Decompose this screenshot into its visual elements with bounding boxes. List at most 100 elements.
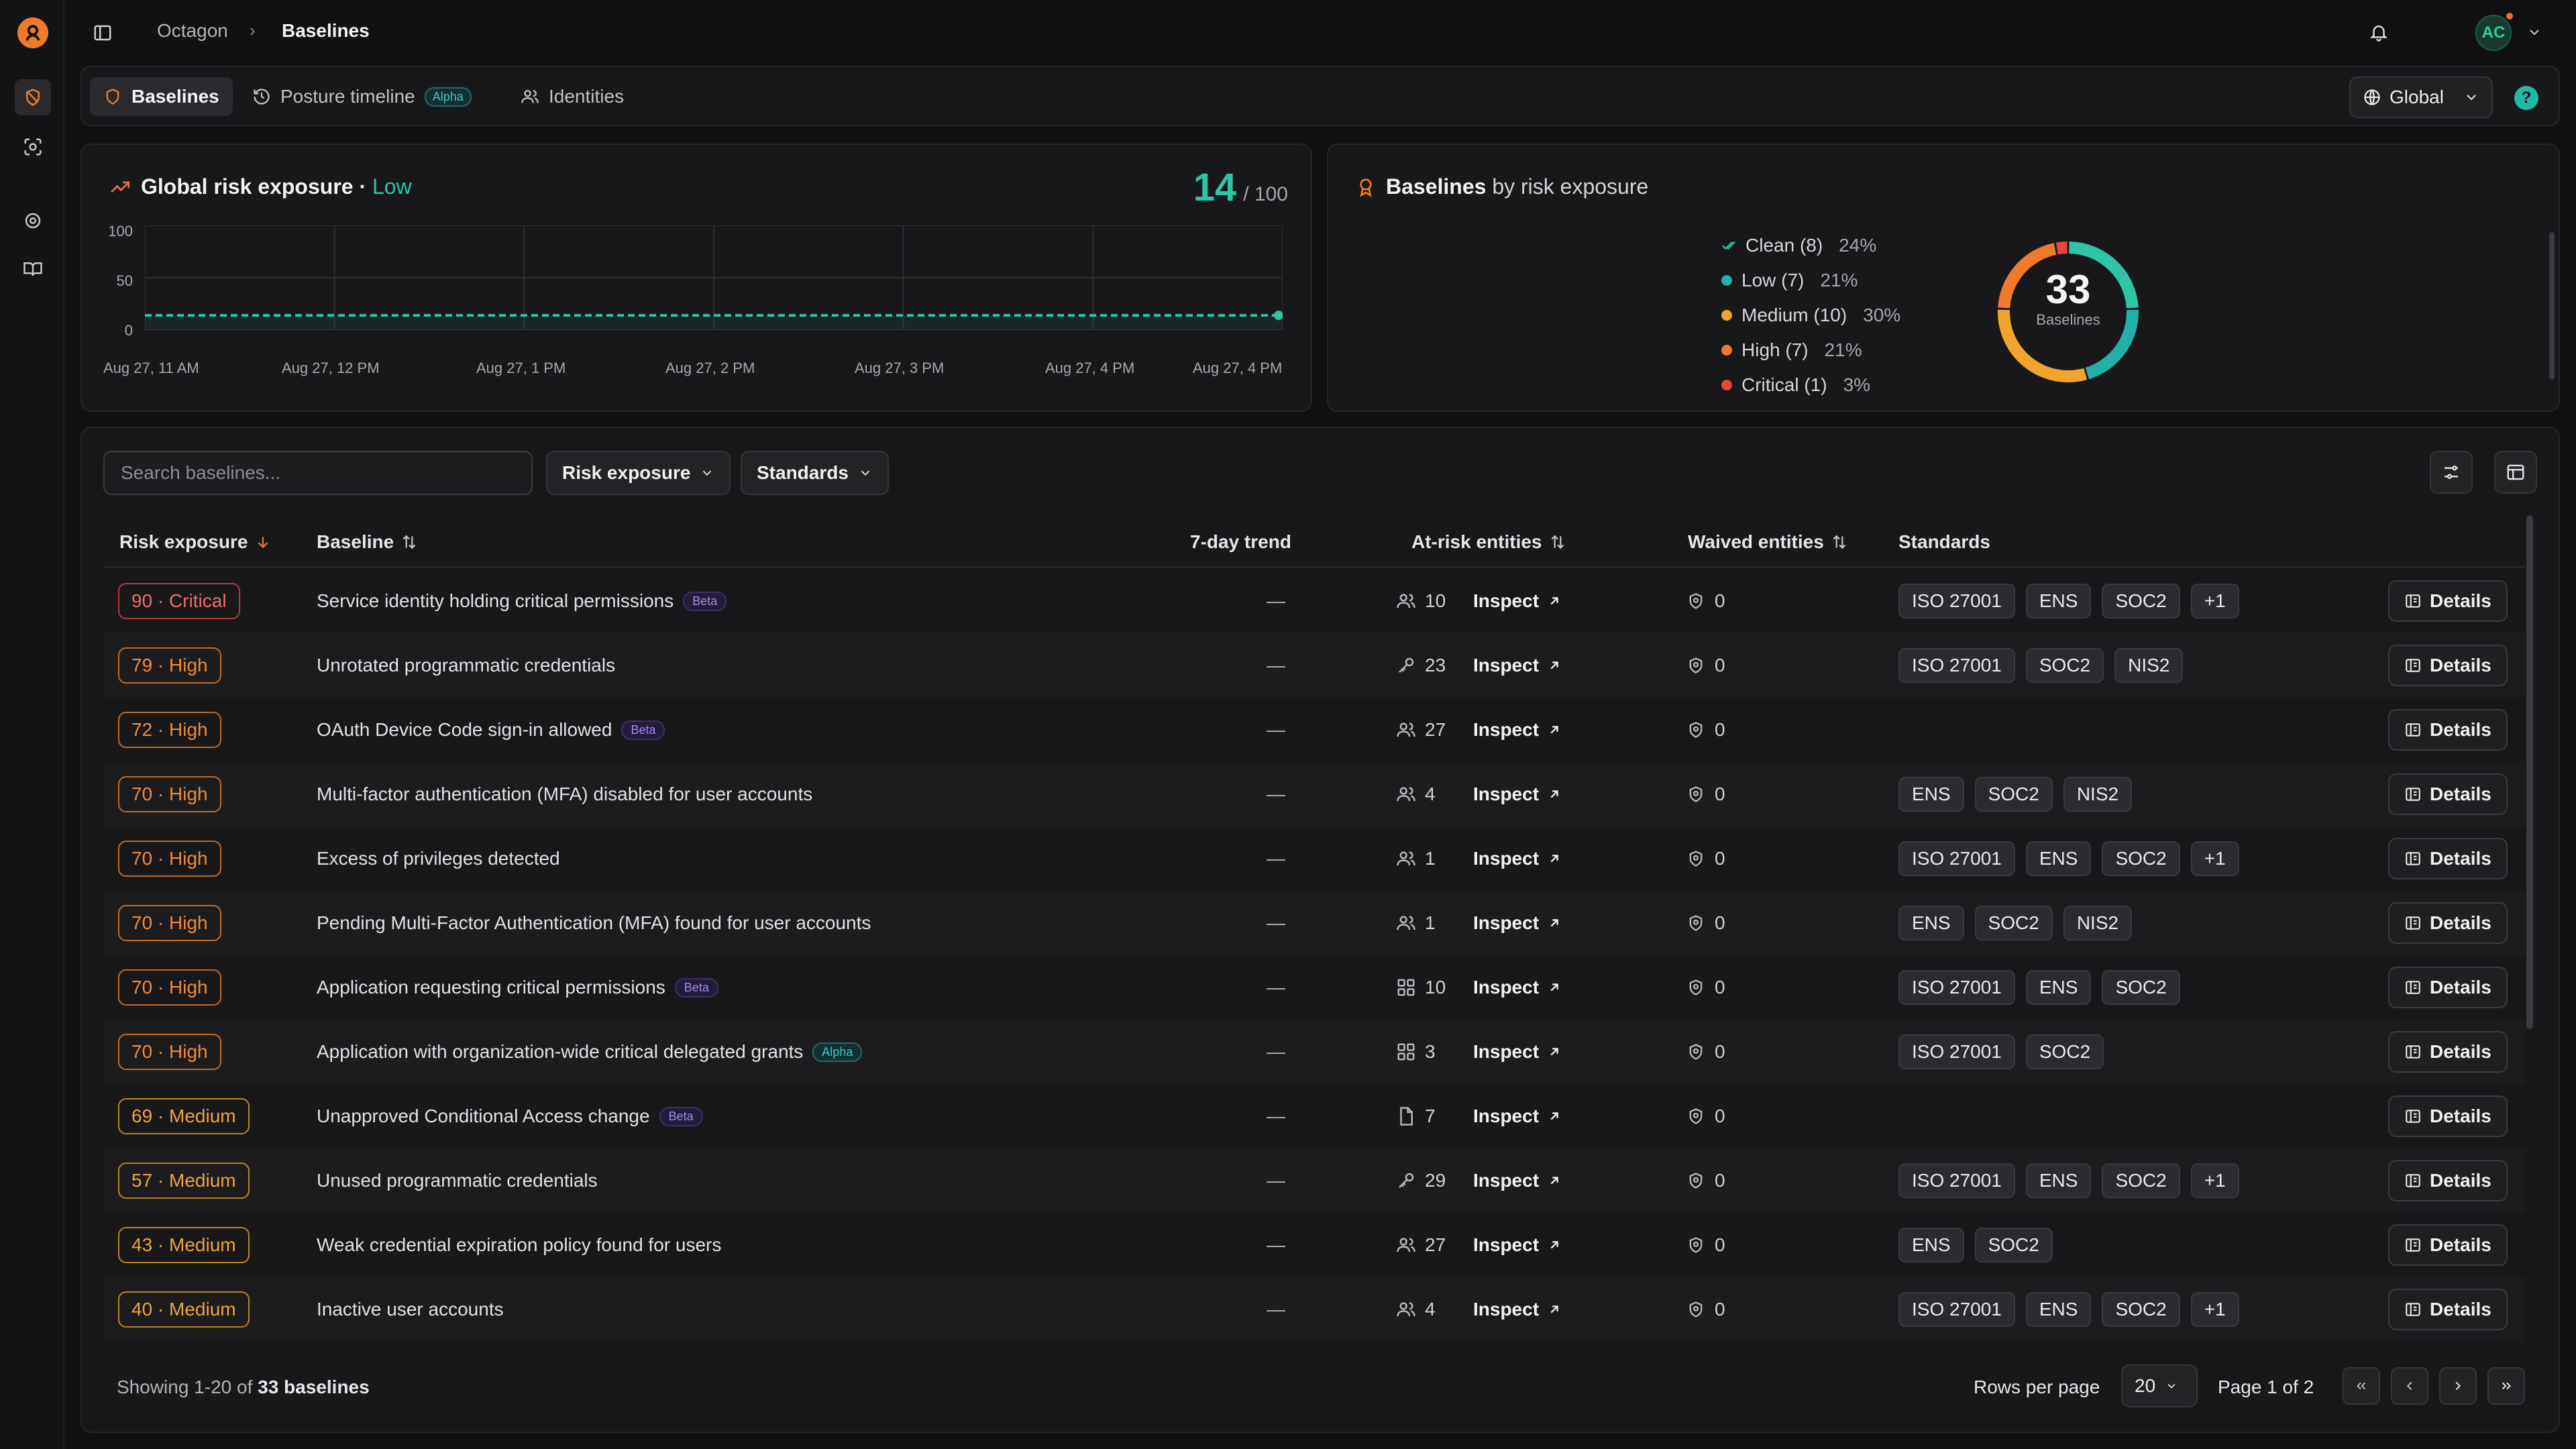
standards-filter[interactable]: Standards bbox=[741, 451, 889, 495]
table-row[interactable]: 40 · Medium Inactive user accounts — 4 Inspe… bbox=[103, 1277, 2525, 1342]
details-button[interactable]: Details bbox=[2388, 1289, 2508, 1330]
details-button[interactable]: Details bbox=[2388, 580, 2508, 622]
inspect-link[interactable]: Inspect bbox=[1473, 977, 1562, 998]
legend-item-low[interactable]: Low (7) 21% bbox=[1721, 263, 1900, 298]
standard-tag[interactable]: ENS bbox=[1898, 1228, 1964, 1263]
baseline-name[interactable]: Inactive user accounts bbox=[317, 1299, 504, 1320]
notifications-button[interactable] bbox=[2367, 20, 2391, 44]
sidebar-toggle-button[interactable] bbox=[91, 21, 114, 44]
app-logo[interactable] bbox=[17, 17, 48, 48]
standard-tag[interactable]: NIS2 bbox=[2063, 777, 2133, 812]
standard-tag[interactable]: NIS2 bbox=[2063, 906, 2133, 941]
standard-tag[interactable]: ENS bbox=[2025, 1292, 2092, 1327]
baseline-name[interactable]: Weak credential expiration policy found … bbox=[317, 1234, 722, 1255]
details-button[interactable]: Details bbox=[2388, 838, 2508, 879]
baseline-name[interactable]: Unused programmatic credentials bbox=[317, 1170, 598, 1191]
chevron-down-icon[interactable] bbox=[2526, 24, 2542, 40]
standard-tag[interactable]: ENS bbox=[1898, 906, 1964, 941]
donut-slice[interactable] bbox=[2069, 241, 2139, 309]
column-settings-button[interactable] bbox=[2430, 451, 2473, 494]
legend-item-critical[interactable]: Critical (1) 3% bbox=[1721, 368, 1900, 402]
details-button[interactable]: Details bbox=[2388, 967, 2508, 1008]
inspect-link[interactable]: Inspect bbox=[1473, 655, 1562, 676]
standard-tag[interactable]: SOC2 bbox=[2025, 648, 2104, 683]
baseline-name[interactable]: Unapproved Conditional Access change bbox=[317, 1106, 650, 1126]
details-button[interactable]: Details bbox=[2388, 773, 2508, 815]
baseline-name[interactable]: Multi-factor authentication (MFA) disabl… bbox=[317, 784, 813, 804]
donut-slice[interactable] bbox=[1998, 243, 2057, 309]
inspect-link[interactable]: Inspect bbox=[1473, 1234, 1562, 1256]
table-row[interactable]: 70 · High Pending Multi-Factor Authentica… bbox=[103, 891, 2525, 955]
standard-tag[interactable]: ENS bbox=[2025, 1163, 2092, 1198]
standard-tag[interactable]: SOC2 bbox=[1974, 777, 2053, 812]
standard-tag[interactable]: SOC2 bbox=[2102, 841, 2180, 876]
inspect-link[interactable]: Inspect bbox=[1473, 912, 1562, 934]
series-endpoint[interactable] bbox=[1274, 311, 1283, 321]
standard-tag[interactable]: ISO 27001 bbox=[1898, 1292, 2015, 1327]
table-row[interactable]: 72 · High OAuth Device Code sign-in allow… bbox=[103, 698, 2525, 762]
standard-tag[interactable]: SOC2 bbox=[2102, 1292, 2180, 1327]
breadcrumb-root[interactable]: Octagon bbox=[157, 20, 228, 41]
header-risk-exposure[interactable]: Risk exposure bbox=[119, 531, 272, 553]
table-row[interactable]: 69 · Medium Unapproved Conditional Access… bbox=[103, 1084, 2525, 1148]
standard-tag[interactable]: ENS bbox=[2025, 970, 2092, 1005]
inspect-link[interactable]: Inspect bbox=[1473, 1299, 1562, 1320]
header-at-risk[interactable]: At-risk entities bbox=[1411, 531, 1566, 553]
baseline-name[interactable]: Application requesting critical permissi… bbox=[317, 977, 665, 998]
donut-slice[interactable] bbox=[1998, 309, 2088, 382]
standard-tag[interactable]: ISO 27001 bbox=[1898, 970, 2015, 1005]
inspect-link[interactable]: Inspect bbox=[1473, 1041, 1562, 1063]
header-baseline[interactable]: Baseline bbox=[317, 531, 418, 553]
header-waived[interactable]: Waived entities bbox=[1688, 531, 1848, 553]
table-row[interactable]: 57 · Medium Unused programmatic credentia… bbox=[103, 1148, 2525, 1213]
tab-baselines[interactable]: Baselines bbox=[90, 77, 233, 116]
rail-docs-button[interactable] bbox=[15, 251, 51, 287]
table-row[interactable]: 70 · High Application with organization-w… bbox=[103, 1020, 2525, 1084]
layout-toggle-button[interactable] bbox=[2494, 451, 2537, 494]
standard-tag[interactable]: ISO 27001 bbox=[1898, 648, 2015, 683]
table-scrollbar[interactable] bbox=[2526, 515, 2533, 1029]
search-input[interactable]: Search baselines... bbox=[103, 451, 533, 495]
table-row[interactable]: 43 · Medium Weak credential expiration po… bbox=[103, 1213, 2525, 1277]
table-row[interactable]: 70 · High Multi-factor authentication (MF… bbox=[103, 762, 2525, 826]
next-page-button[interactable] bbox=[2439, 1367, 2477, 1405]
details-button[interactable]: Details bbox=[2388, 902, 2508, 944]
table-row[interactable]: 70 · High Excess of privileges detected — 1… bbox=[103, 826, 2525, 891]
rail-settings-button[interactable] bbox=[15, 203, 51, 239]
user-avatar[interactable]: AC bbox=[2475, 15, 2512, 51]
details-button[interactable]: Details bbox=[2388, 645, 2508, 686]
standard-tag[interactable]: ISO 27001 bbox=[1898, 1163, 2015, 1198]
last-page-button[interactable] bbox=[2487, 1367, 2525, 1405]
rows-per-page-select[interactable]: 20 bbox=[2121, 1364, 2198, 1407]
standard-tag[interactable]: +1 bbox=[2190, 584, 2239, 619]
standard-tag[interactable]: ISO 27001 bbox=[1898, 841, 2015, 876]
baseline-name[interactable]: OAuth Device Code sign-in allowed bbox=[317, 719, 612, 740]
baseline-name[interactable]: Pending Multi-Factor Authentication (MFA… bbox=[317, 912, 871, 933]
risk-exposure-filter[interactable]: Risk exposure bbox=[546, 451, 731, 495]
standard-tag[interactable]: ISO 27001 bbox=[1898, 584, 2015, 619]
tab-posture-timeline[interactable]: Posture timeline Alpha bbox=[239, 77, 485, 116]
standard-tag[interactable]: +1 bbox=[2190, 1292, 2239, 1327]
details-button[interactable]: Details bbox=[2388, 1031, 2508, 1073]
inspect-link[interactable]: Inspect bbox=[1473, 719, 1562, 741]
previous-page-button[interactable] bbox=[2391, 1367, 2428, 1405]
inspect-link[interactable]: Inspect bbox=[1473, 848, 1562, 869]
standard-tag[interactable]: SOC2 bbox=[2102, 970, 2180, 1005]
inspect-link[interactable]: Inspect bbox=[1473, 1170, 1562, 1191]
standard-tag[interactable]: SOC2 bbox=[2025, 1034, 2104, 1069]
standard-tag[interactable]: +1 bbox=[2190, 1163, 2239, 1198]
standard-tag[interactable]: NIS2 bbox=[2114, 648, 2184, 683]
legend-item-medium[interactable]: Medium (10) 30% bbox=[1721, 298, 1900, 333]
first-page-button[interactable] bbox=[2343, 1367, 2380, 1405]
inspect-link[interactable]: Inspect bbox=[1473, 1106, 1562, 1127]
standard-tag[interactable]: ENS bbox=[2025, 841, 2092, 876]
donut-slice[interactable] bbox=[2085, 309, 2139, 380]
standard-tag[interactable]: SOC2 bbox=[1974, 1228, 2053, 1263]
baseline-name[interactable]: Excess of privileges detected bbox=[317, 848, 560, 869]
baseline-name[interactable]: Application with organization-wide criti… bbox=[317, 1041, 804, 1062]
legend-item-clean[interactable]: Clean (8) 24% bbox=[1721, 228, 1900, 263]
card-scrollbar[interactable] bbox=[2549, 232, 2555, 380]
scope-select[interactable]: Global bbox=[2349, 76, 2493, 118]
table-row[interactable]: 79 · High Unrotated programmatic credenti… bbox=[103, 633, 2525, 698]
baseline-name[interactable]: Service identity holding critical permis… bbox=[317, 590, 674, 611]
